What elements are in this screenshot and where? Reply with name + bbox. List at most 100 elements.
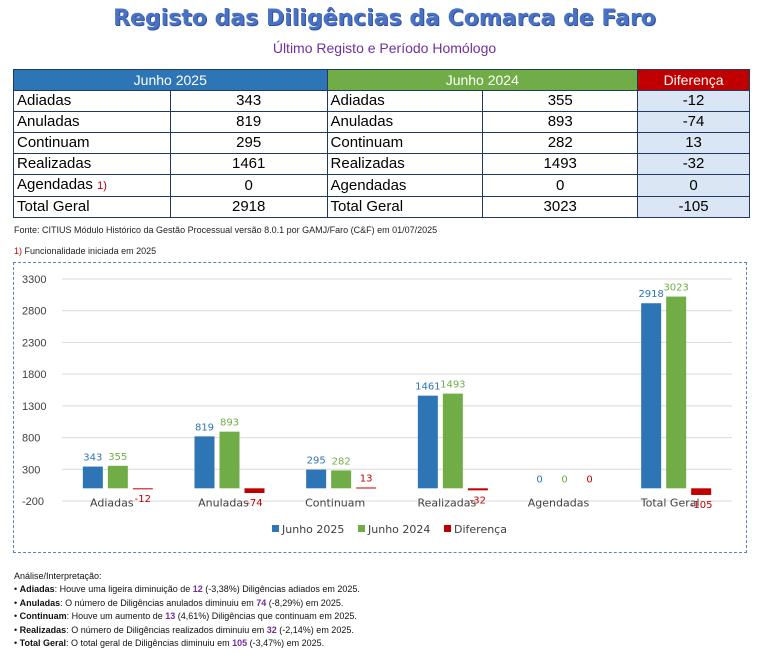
x-tick-label: Adiadas (90, 496, 134, 509)
legend-swatch (272, 525, 279, 532)
value-diferenca: -32 (637, 153, 750, 175)
y-tick-label: 800 (22, 433, 40, 445)
row-label-2024: Adiadas (326, 90, 484, 112)
row-label-2025: Total Geral (13, 196, 171, 218)
y-tick-label: 3300 (22, 274, 46, 286)
data-label: 893 (220, 418, 239, 429)
y-tick-label: 1300 (22, 401, 46, 413)
analysis-title: Análise/Interpretação: (14, 571, 102, 581)
bar-junho-2024 (331, 470, 352, 489)
row-label-2024: Total Geral (326, 196, 484, 218)
legend-entry: Junho 2024 (367, 523, 430, 536)
bar-diferença (691, 488, 712, 495)
bar-junho-2025 (82, 466, 103, 489)
analysis-item: Adiadas: Houve uma ligeira diminuição de… (14, 583, 360, 596)
table-row: Continuam 295 Continuam 282 13 (13, 132, 750, 154)
data-label: 2918 (638, 289, 663, 300)
header-diferenca: Diferença (637, 69, 750, 91)
x-tick-label: Total Geral (640, 496, 700, 509)
table-header-row: Junho 2025 Junho 2024 Diferença (13, 69, 750, 91)
chart-container: -200 300 800 1300 1800 2300 2800 3300 343 355 -12 A… (13, 262, 747, 553)
data-label: 295 (307, 456, 326, 467)
row-label-2025: Realizadas (13, 153, 171, 175)
x-tick-label: Agendadas (528, 496, 590, 509)
bar-junho-2024 (666, 296, 687, 489)
value-diferenca: -12 (637, 90, 750, 112)
bar-diferença (132, 488, 153, 490)
data-label: -12 (135, 494, 151, 505)
row-label-2025: Adiadas (13, 90, 171, 112)
footnote-marker: 1) (14, 246, 23, 256)
y-tick-label: 300 (22, 464, 40, 476)
row-label-2024: Realizadas (326, 153, 484, 175)
value-2024: 355 (482, 90, 639, 112)
table-row: Total Geral 2918 Total Geral 3023 -105 (13, 196, 750, 218)
data-label: 0 (561, 474, 567, 485)
analysis-item: Continuam: Houve um aumento de 13 (4,61%… (14, 610, 360, 623)
data-label: 0 (536, 474, 542, 485)
data-label: 819 (195, 422, 214, 433)
y-tick-label: 2800 (22, 306, 46, 318)
value-2025: 819 (169, 111, 328, 133)
table-row: Realizadas 1461 Realizadas 1493 -32 (13, 153, 750, 175)
bar-junho-2025 (306, 469, 327, 489)
data-label: 1493 (440, 380, 465, 391)
bar-junho-2024 (219, 431, 240, 489)
data-label: -74 (246, 498, 262, 509)
data-label: -105 (690, 500, 713, 511)
table-row: Anuladas 819 Anuladas 893 -74 (13, 111, 750, 133)
data-label: 1461 (415, 382, 440, 393)
page-subtitle: Último Registo e Período Homólogo (272, 40, 497, 56)
data-label: 282 (332, 456, 351, 467)
analysis-section: Análise/Interpretação: Adiadas: Houve um… (14, 570, 360, 650)
row-label-2024: Agendadas (326, 174, 484, 197)
value-2025: 2918 (169, 196, 328, 218)
table-row: Agendadas 1) 0 Agendadas 0 0 (13, 174, 750, 197)
x-tick-label: Realizadas (417, 496, 476, 509)
row-label-2024: Continuam (326, 132, 484, 154)
x-tick-label: Anuladas (198, 496, 249, 509)
legend-swatch (444, 525, 451, 532)
bar-junho-2024 (442, 393, 463, 489)
table-row: Adiadas 343 Adiadas 355 -12 (13, 90, 750, 112)
value-2025: 295 (169, 132, 328, 154)
legend-entry: Junho 2025 (281, 523, 344, 536)
data-label: 355 (108, 452, 127, 463)
analysis-item: Realizadas: O número de Diligências real… (14, 624, 360, 637)
value-diferenca: -105 (637, 196, 750, 218)
row-label-2025: Agendadas 1) (13, 174, 171, 197)
value-2024: 893 (482, 111, 639, 133)
bar-junho-2025 (194, 436, 215, 489)
page-title: Registo das Diligências da Comarca de Fa… (113, 6, 656, 31)
value-2024: 282 (482, 132, 639, 154)
source-note: Fonte: CITIUS Módulo Histórico da Gestão… (14, 225, 438, 235)
legend-swatch (358, 525, 365, 532)
row-label-2025: Continuam (13, 132, 171, 154)
footnote-text: Funcionalidade iniciada em 2025 (22, 246, 157, 256)
row-label-2024: Anuladas (326, 111, 484, 133)
header-junho-2025: Junho 2025 (13, 69, 328, 91)
value-2024: 3023 (482, 196, 639, 218)
row-label-2025: Anuladas (13, 111, 171, 133)
bar-diferença (356, 487, 377, 489)
value-2024: 1493 (482, 153, 639, 175)
footnote-ref: 1) (97, 180, 107, 192)
bar-diferença (467, 488, 488, 491)
value-diferenca: 13 (637, 132, 750, 154)
data-table: Junho 2025 Junho 2024 Diferença Adiadas 3… (13, 69, 750, 218)
y-tick-label: 2300 (22, 337, 46, 349)
analysis-item: Anuladas: O número de Diligências anulad… (14, 597, 360, 610)
bar-diferença (244, 488, 265, 494)
analysis-list: Adiadas: Houve uma ligeira diminuição de… (14, 583, 360, 650)
value-diferenca: -74 (637, 111, 750, 133)
bar-junho-2024 (107, 465, 128, 489)
footnote: 1) Funcionalidade iniciada em 2025 (14, 246, 156, 256)
bar-junho-2025 (417, 395, 438, 489)
value-2024: 0 (482, 174, 639, 197)
data-label: 343 (83, 453, 102, 464)
y-tick-label: 1800 (22, 369, 46, 381)
header-junho-2024: Junho 2024 (326, 69, 639, 91)
legend-entry: Diferença (454, 523, 507, 536)
x-tick-label: Continuam (305, 496, 365, 509)
